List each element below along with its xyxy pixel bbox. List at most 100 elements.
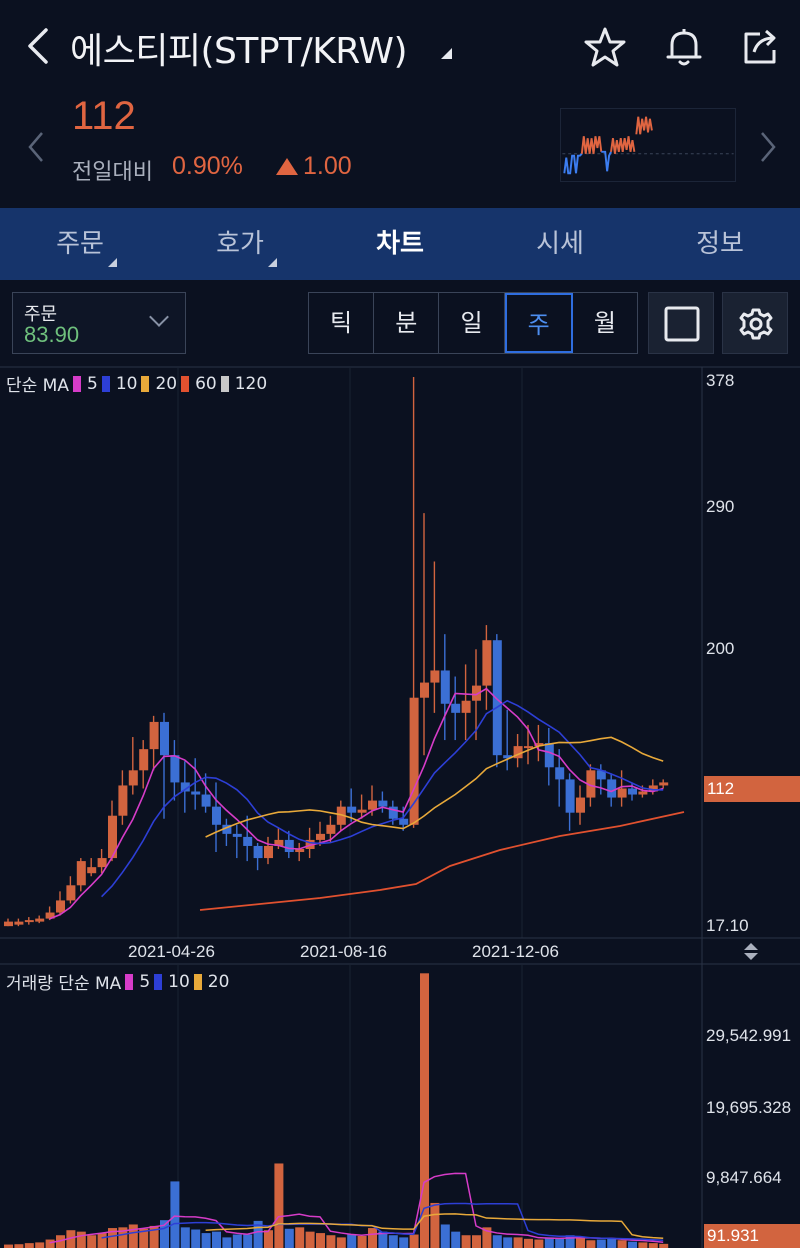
volume-bar [149,1225,159,1248]
y-tick-17: 17.10 [706,916,749,935]
tab-market[interactable]: 시세 [480,208,640,280]
vol-tick: 19,695.328 [706,1098,792,1117]
next-coin-icon[interactable] [758,130,778,164]
volume-bar [357,1235,367,1248]
volume-bar [170,1181,180,1248]
candle-body [326,824,336,834]
candle-body [118,785,128,816]
ma120-swatch [220,375,229,392]
bell-icon[interactable] [664,26,704,68]
volume-bar [76,1231,86,1248]
volume-bar [648,1243,658,1248]
volume-bar [378,1231,388,1248]
vol-ma5-swatch [125,973,134,990]
volume-bar [160,1220,169,1248]
tab-orderbook[interactable]: 호가 [160,208,320,280]
volume-bar [607,1238,617,1248]
period-month[interactable]: 월 [593,309,616,337]
vol-ma20-swatch [193,973,202,990]
ma10-swatch [101,375,110,392]
gear-icon [739,308,773,340]
volume-bar [45,1239,55,1248]
candle-body [253,845,263,859]
volume-bar [212,1231,221,1248]
volume-bar [232,1234,242,1248]
order-indicator-select[interactable] [12,292,186,354]
period-tick[interactable]: 틱 [309,293,375,353]
vol-ma10-swatch [154,973,163,990]
caret-down-icon[interactable] [438,46,454,60]
volume-bar [243,1234,253,1248]
y-tick-378: 378 [706,371,735,390]
chart-type-button[interactable] [648,292,714,354]
volume-ma-lines [49,1172,664,1244]
volume-bar [316,1233,325,1248]
candle-body [388,806,398,819]
current-price-tag: 112 [704,776,800,802]
volume-bar [108,1228,117,1248]
candle-body [191,791,201,795]
vol-tick: 29,542.991 [706,1026,792,1045]
volume-bar [472,1235,481,1248]
tab-info[interactable]: 정보 [640,208,800,280]
volume-bar [139,1228,149,1248]
candle-body [607,779,617,798]
volume-bar [118,1227,128,1248]
candle-body [45,912,55,919]
vol-ma10-line [101,1202,664,1242]
volume-bar [430,1202,440,1248]
candle-body [284,839,294,853]
candle-body [149,721,159,750]
period-selector: 틱 분 일 주 월 [308,292,638,354]
y-tick-200: 200 [706,639,735,658]
candle-body [243,836,253,846]
period-minute[interactable]: 분 [374,293,440,353]
candle-body [596,770,606,780]
candle-body [503,755,513,759]
candle-body [617,788,627,798]
volume-bar [274,1163,284,1248]
period-week[interactable]: 주 [504,293,573,353]
square-icon [664,306,700,342]
prev-coin-icon[interactable] [26,130,46,164]
vol-ma20-line [205,1213,664,1239]
volume-bar [264,1230,273,1248]
order-indicator-value: 83.90 [24,322,80,347]
page-title[interactable]: 에스티피(STPT/KRW) [70,31,408,72]
candle-body [513,746,523,759]
back-icon[interactable] [22,26,52,66]
volume-bar [503,1237,513,1248]
volume-bar [440,1224,450,1248]
candle-body [399,818,409,825]
current-volume-tag: 91.931 [704,1224,800,1248]
candle-body [451,703,461,713]
star-icon[interactable] [584,26,626,68]
candle-body [76,861,86,886]
candle-body [482,640,492,686]
tab-chart[interactable]: 차트 [320,208,480,280]
volume-bar [638,1242,648,1248]
expand-down-icon[interactable] [744,953,758,960]
candle-body [648,785,658,792]
candle-body [534,743,544,747]
change-label: 전일대비 [72,160,153,185]
candle-body [440,670,450,704]
tab-order[interactable]: 주문 [0,208,160,280]
date-label: 2021-12-06 [472,942,559,961]
candle-body [160,721,169,756]
volume-bar [596,1239,606,1248]
price-chart[interactable] [0,366,800,1248]
menu-corner-icon [108,258,117,267]
share-icon[interactable] [740,26,782,68]
y-tick-290: 290 [706,497,735,516]
volume-bar [524,1238,533,1248]
tab-chart-label: 차트 [376,229,424,259]
candle-body [35,918,45,922]
tab-market-label: 시세 [536,229,584,259]
chart-settings-button[interactable] [722,292,788,354]
expand-up-icon[interactable] [744,943,758,950]
period-day[interactable]: 일 [439,293,505,353]
volume-bar [399,1237,409,1248]
candle-body [576,797,585,813]
candle-body [420,682,429,698]
